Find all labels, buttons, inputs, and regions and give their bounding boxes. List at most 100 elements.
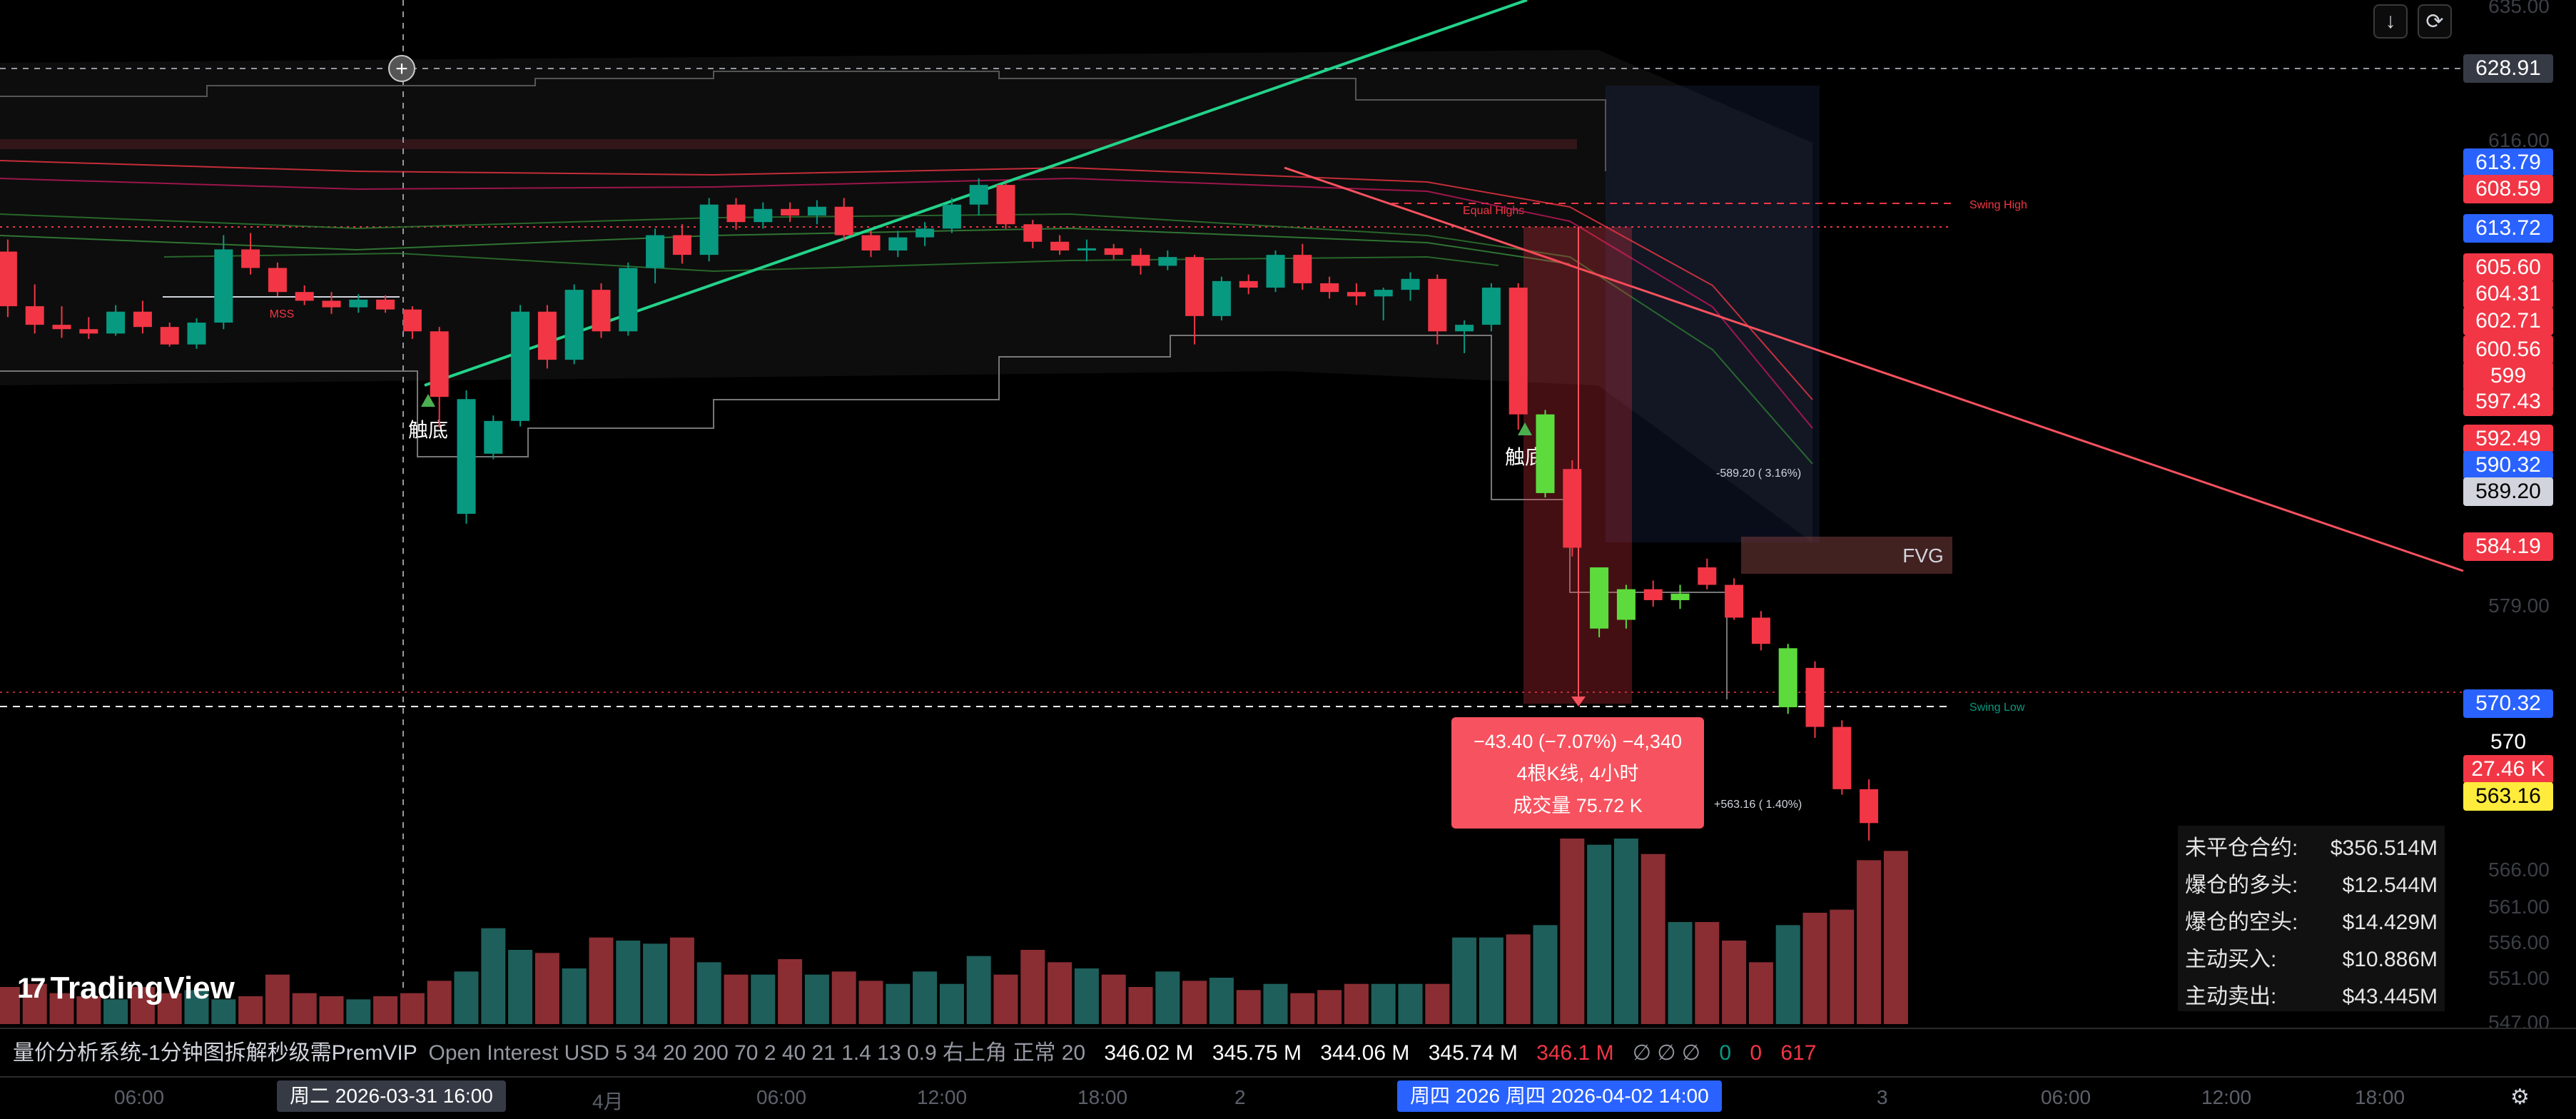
candle-body (564, 290, 584, 360)
candle-body (1374, 290, 1393, 297)
candle-body (1778, 648, 1797, 708)
oi-row: 爆仓的空头: $14.429M (2185, 904, 2438, 941)
candle-body (1023, 224, 1043, 242)
volume-bar (643, 943, 668, 1024)
indicator-v4: 345.74 M (1428, 1041, 1518, 1065)
candle-body (1131, 255, 1150, 266)
volume-bar (1236, 990, 1261, 1024)
indicator-v8: 617 (1780, 1041, 1817, 1065)
price-label: 563.16 (2463, 782, 2553, 811)
oi-value: $43.445M (2342, 985, 2438, 1008)
price-tick: 551.00 (2488, 967, 2550, 989)
candle-body (1077, 248, 1096, 250)
time-tick: 06:00 (114, 1086, 165, 1108)
volume-bar (831, 971, 856, 1024)
tradingview-logo[interactable]: 17 TradingView (17, 971, 235, 1006)
volume-bar (1452, 937, 1477, 1024)
volume-bar (616, 941, 641, 1024)
candle-body (726, 204, 746, 223)
volume-bar (1101, 974, 1126, 1024)
time-tick: 06:00 (2041, 1086, 2091, 1108)
volume-bar (1641, 854, 1665, 1024)
candle-body (619, 268, 638, 332)
candle-body (1536, 414, 1555, 493)
settings-icon[interactable]: ⚙ (2510, 1085, 2530, 1109)
tooltip-line2: 4根K线, 4小时 (1516, 763, 1639, 784)
candle-body (1725, 584, 1744, 618)
swing-low-label: Swing Low (1969, 702, 2025, 714)
price-tick: 635.00 (2488, 0, 2550, 17)
ma-line-0 (0, 160, 1813, 400)
candle-body (430, 331, 449, 398)
price-label: 570 (2463, 728, 2553, 756)
volume-bar (103, 999, 128, 1024)
candle-body (1347, 292, 1366, 297)
candle-body (1239, 280, 1258, 288)
volume-bar (589, 937, 614, 1024)
candle-body (807, 206, 826, 216)
candle-body (888, 237, 908, 250)
candle-body (1643, 589, 1663, 600)
volume-bar (1317, 990, 1342, 1024)
candle-body (484, 420, 503, 454)
time-tick: 2 (1234, 1086, 1246, 1108)
candle-body (241, 249, 260, 268)
volume-bar (211, 999, 236, 1024)
time-tick: 3 (1877, 1086, 1888, 1108)
arrow-down-icon[interactable]: ↓ (2373, 4, 2408, 39)
price-label: 589.20 (2463, 477, 2553, 506)
volume-bar (913, 971, 938, 1024)
volume-bar (1290, 993, 1315, 1024)
volume-bar (292, 993, 317, 1024)
volume-bar (1748, 962, 1773, 1024)
crosshair-plus-icon (388, 55, 415, 82)
volume-bar (1722, 941, 1747, 1024)
swing-high-label: Swing High (1969, 199, 2027, 211)
volume-bar (669, 937, 694, 1024)
oi-value: $12.544M (2342, 874, 2438, 897)
red-trendline (1284, 166, 2464, 572)
refresh-icon[interactable]: ⟳ (2418, 4, 2452, 39)
candle-body (1751, 617, 1770, 644)
volume-bar (1830, 909, 1855, 1024)
equal-highs-label: Equal Highs (1463, 205, 1524, 217)
candle-body (969, 185, 988, 205)
candle-body (511, 311, 530, 421)
volume-bar (1613, 839, 1638, 1024)
candle-body (1428, 278, 1447, 332)
volume-bar (265, 974, 290, 1024)
candle-body (1698, 567, 1717, 585)
indicator-v3: 344.06 M (1320, 1041, 1410, 1065)
volume-bar (724, 974, 749, 1024)
candle-body (1616, 589, 1636, 620)
volume-bar (1020, 950, 1045, 1024)
volume-bar (319, 996, 344, 1024)
price-label: 592.49 (2463, 425, 2553, 453)
oi-row: 主动卖出: $43.445M (2185, 978, 2438, 1016)
fvg-box (1741, 537, 1952, 574)
time-tick: 18:00 (2355, 1086, 2405, 1108)
time-cursor-right: 周四 2026 周四 2026-04-02 14:00 (1397, 1080, 1722, 1112)
indicator-title[interactable]: 量价分析系统-1分钟图拆解秒级需PremVIP (13, 1041, 417, 1065)
volume-bar (1425, 983, 1450, 1024)
volume-bar (373, 996, 398, 1024)
indicator-legend[interactable]: 量价分析系统-1分钟图拆解秒级需PremVIP Open Interest US… (0, 1028, 2576, 1078)
price-tick: 566.00 (2488, 859, 2550, 881)
volume-bar (1695, 922, 1720, 1024)
oi-value: $10.886M (2342, 948, 2438, 971)
volume-bar (966, 956, 991, 1024)
time-axis[interactable]: 06:00 4月 06:00 12:00 18:00 2 3 06:00 12:00 18:00 … (0, 1078, 2576, 1119)
volume-bar (1506, 934, 1531, 1024)
time-tick: 06:00 (756, 1086, 807, 1108)
volume-bar (1398, 983, 1423, 1024)
indicator-v6: 0 (1719, 1041, 1732, 1065)
volume-bar (481, 928, 506, 1024)
volume-bar (157, 993, 182, 1024)
oi-value: $356.514M (2330, 836, 2438, 860)
price-label: 605.60 (2463, 253, 2553, 282)
range-label: -589.20 ( 3.16%) (1716, 467, 1801, 480)
oi-row: 主动买入: $10.886M (2185, 941, 2438, 978)
volume-bar (454, 971, 479, 1024)
oi-label: 爆仓的多头: (2185, 874, 2298, 897)
